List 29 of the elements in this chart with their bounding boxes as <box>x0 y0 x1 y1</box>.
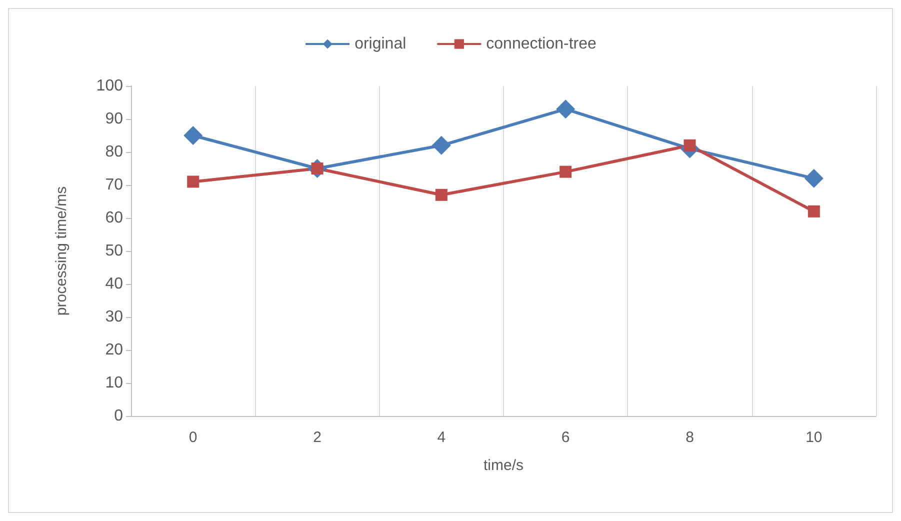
y-axis-title: processing time/ms <box>53 186 70 316</box>
y-tick-label: 90 <box>105 110 124 128</box>
point <box>435 188 448 201</box>
point <box>184 126 203 145</box>
y-tick-label: 30 <box>105 308 124 326</box>
legend-label: connection-tree <box>486 36 597 52</box>
x-tick-label: 10 <box>806 429 822 446</box>
point <box>556 100 576 119</box>
x-axis-title: time/s <box>483 457 524 474</box>
y-tick-label: 80 <box>105 144 124 160</box>
y-tick-label: 40 <box>105 276 124 292</box>
x-tick-label: 0 <box>188 429 198 446</box>
y-tick-label: 100 <box>96 78 124 94</box>
x-tick-label: 6 <box>561 429 570 446</box>
x-tick-label: 8 <box>686 429 694 446</box>
point <box>804 168 824 188</box>
x-tick-label: 2 <box>313 429 322 446</box>
y-tick-label: 50 <box>105 242 124 260</box>
point <box>808 205 820 218</box>
point <box>432 136 451 155</box>
x-tick-label: 4 <box>437 429 446 446</box>
y-tick-label: 0 <box>114 408 124 424</box>
point <box>187 176 200 188</box>
y-tick-label: 10 <box>105 374 124 392</box>
y-tick-label: 70 <box>105 176 124 194</box>
point <box>560 166 572 178</box>
legend-label: original <box>354 36 406 52</box>
y-tick-label: 60 <box>105 210 124 226</box>
y-tick-label: 20 <box>105 342 124 358</box>
